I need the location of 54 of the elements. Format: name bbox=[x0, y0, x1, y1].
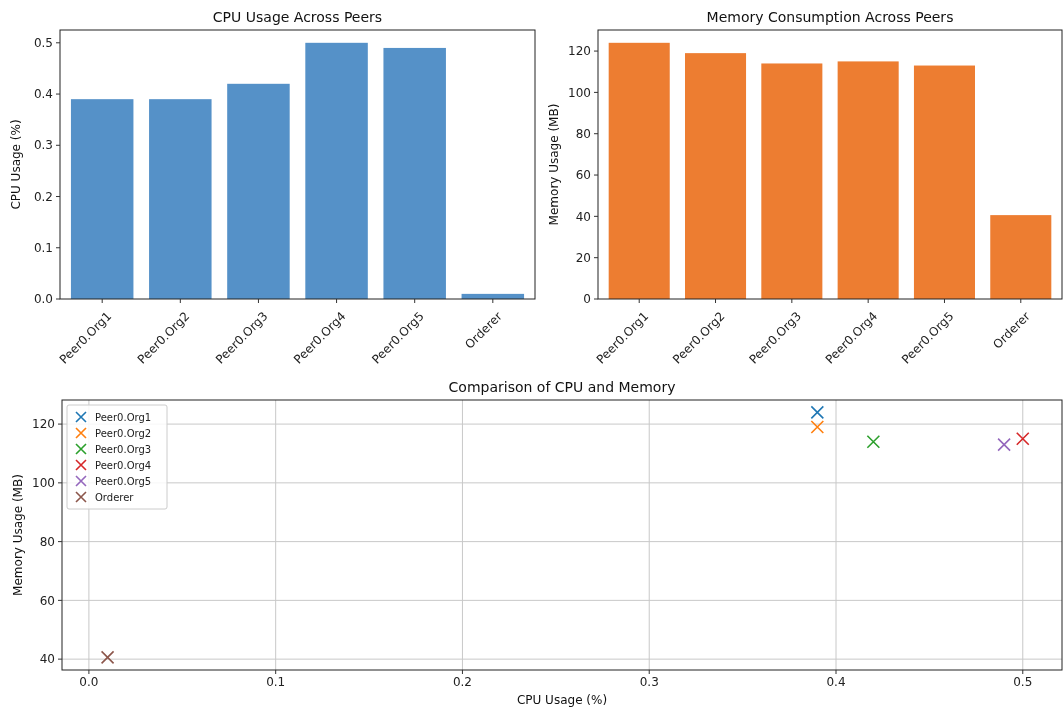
x-tick-label: 0.0 bbox=[79, 675, 99, 689]
y-tick-label: 120 bbox=[568, 44, 591, 59]
y-tick-label: 40 bbox=[575, 209, 591, 224]
y-axis-title: Memory Usage (MB) bbox=[11, 474, 25, 596]
legend-label: Peer0.Org1 bbox=[95, 411, 152, 423]
y-tick-label: 60 bbox=[575, 168, 591, 183]
y-axis-title: CPU Usage (%) bbox=[9, 119, 23, 210]
bar bbox=[608, 42, 670, 299]
legend-label: Peer0.Org3 bbox=[95, 443, 152, 455]
x-axis-title: CPU Usage (%) bbox=[516, 693, 608, 707]
y-tick-label: 80 bbox=[39, 534, 55, 549]
point bbox=[100, 650, 115, 665]
y-tick-label: 0.2 bbox=[33, 189, 53, 204]
x-tick-label: 0.1 bbox=[266, 675, 286, 689]
bar bbox=[837, 61, 899, 299]
legend-label: Peer0.Org4 bbox=[95, 459, 152, 471]
point bbox=[810, 420, 825, 434]
y-axis-title: Memory Usage (MB) bbox=[547, 103, 561, 226]
y-tick-label: 0.5 bbox=[33, 36, 53, 51]
bar bbox=[761, 63, 823, 299]
y-tick-label: 20 bbox=[575, 250, 591, 265]
point bbox=[1015, 431, 1030, 446]
x-tick-label: 0.4 bbox=[826, 675, 846, 689]
x-tick-label: 0.3 bbox=[639, 675, 659, 689]
y-tick-label: 80 bbox=[575, 126, 591, 141]
bar bbox=[685, 53, 747, 299]
bar bbox=[383, 47, 446, 299]
chart-title: Memory Consumption Across Peers bbox=[706, 9, 954, 25]
y-tick-label: 120 bbox=[32, 417, 55, 432]
y-tick-label: 0.4 bbox=[33, 87, 53, 102]
chart-title: Comparison of CPU and Memory bbox=[448, 379, 676, 395]
x-tick-label: 0.5 bbox=[1013, 675, 1033, 689]
bar bbox=[305, 42, 368, 299]
bar bbox=[149, 99, 212, 299]
point bbox=[810, 405, 825, 420]
chart-title: CPU Usage Across Peers bbox=[212, 9, 383, 25]
y-tick-label: 0.3 bbox=[33, 138, 53, 153]
bar bbox=[227, 83, 290, 299]
legend-label: Orderer bbox=[95, 491, 135, 503]
y-tick-label: 40 bbox=[39, 652, 55, 667]
y-tick-label: 100 bbox=[568, 85, 591, 100]
bar bbox=[913, 65, 975, 299]
y-tick-label: 60 bbox=[39, 593, 55, 608]
legend-label: Peer0.Org5 bbox=[95, 475, 152, 487]
y-tick-label: 0.0 bbox=[33, 292, 53, 307]
y-tick-label: 0.1 bbox=[33, 240, 53, 255]
bar bbox=[70, 99, 134, 299]
point bbox=[997, 437, 1011, 452]
x-tick-label: 0.2 bbox=[452, 675, 472, 689]
bar bbox=[990, 215, 1052, 299]
y-tick-label: 0 bbox=[583, 292, 591, 307]
point bbox=[866, 434, 881, 449]
y-tick-label: 100 bbox=[32, 476, 55, 491]
legend-label: Peer0.Org2 bbox=[95, 427, 152, 439]
